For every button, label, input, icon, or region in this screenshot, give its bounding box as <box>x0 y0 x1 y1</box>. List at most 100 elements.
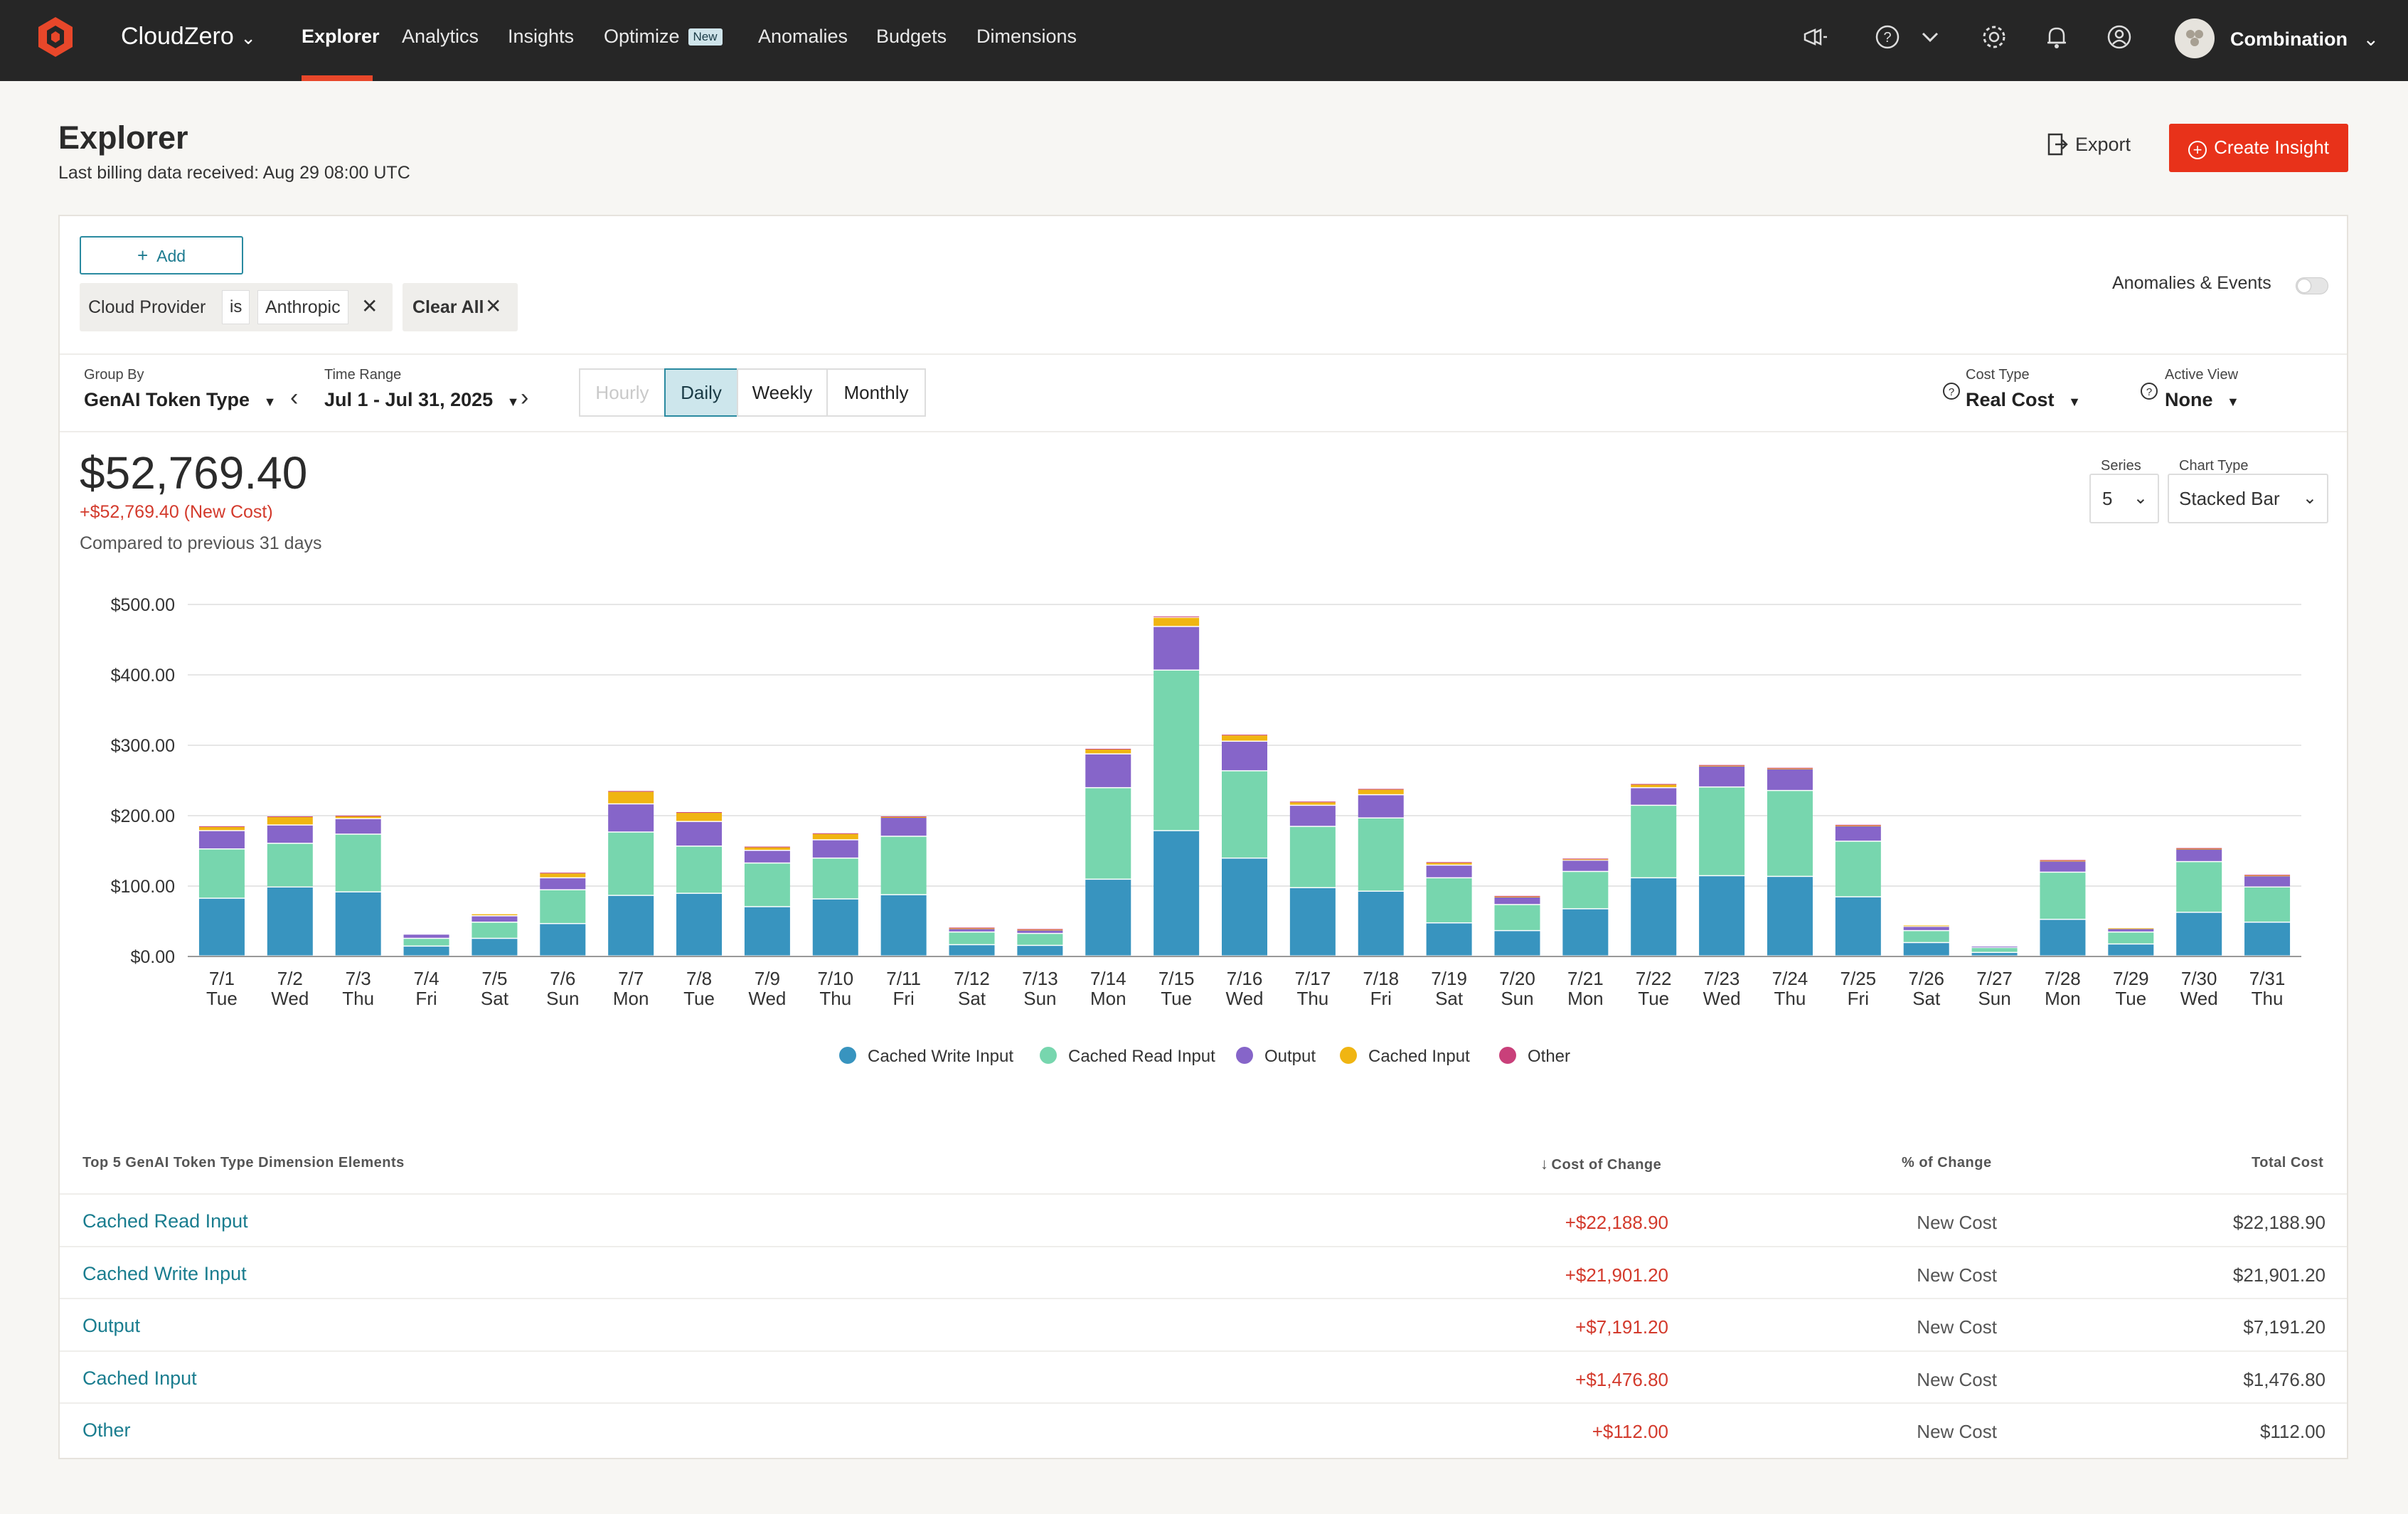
dimension-element-link[interactable]: Cached Read Input <box>82 1210 248 1232</box>
bell-icon[interactable] <box>2042 23 2071 51</box>
close-icon[interactable]: ✕ <box>361 295 378 317</box>
divider <box>60 353 2347 355</box>
bar-segment <box>2176 862 2222 912</box>
bar-segment <box>1767 791 1813 876</box>
series-select[interactable]: 5 ⌄ <box>2089 474 2159 523</box>
cost-type-select[interactable]: Real Cost ▼ <box>1966 389 2081 411</box>
bar-segment <box>1222 858 1267 956</box>
cost-of-change-value: +$22,188.90 <box>1565 1212 1668 1233</box>
pct-change-value: New Cost <box>1917 1368 1997 1390</box>
bar-segment <box>880 895 927 956</box>
bar-segment <box>267 825 313 843</box>
bar-segment <box>1289 806 1336 826</box>
bar-segment <box>1971 948 2018 952</box>
filter-dimension: Cloud Provider <box>88 297 206 317</box>
cloudzero-logo-icon[interactable] <box>33 14 78 60</box>
bar-segment <box>1699 766 1745 787</box>
user-circle-icon[interactable] <box>2105 23 2133 51</box>
export-button[interactable]: Export <box>2047 132 2131 156</box>
nav-dimensions[interactable]: Dimensions <box>976 26 1077 47</box>
legend-label: Cached Read Input <box>1068 1047 1215 1066</box>
brand-name[interactable]: CloudZero ⌄ <box>121 23 256 50</box>
filter-value: Anthropic <box>257 290 348 324</box>
bar-segment <box>540 924 586 956</box>
chevron-down-icon[interactable] <box>1916 23 1944 51</box>
filter-chip-cloud-provider[interactable]: Cloud Provider is Anthropic ✕ <box>80 283 393 331</box>
table-row[interactable]: Cached Input +$1,476.80 New Cost $1,476.80 <box>60 1350 2347 1402</box>
x-tick-label: 7/16 <box>1227 968 1263 989</box>
x-tick-label: 7/4 <box>413 968 439 989</box>
granularity-weekly[interactable]: Weekly <box>737 368 828 417</box>
bar-segment <box>880 817 927 836</box>
chevron-down-icon: ⌄ <box>2302 489 2317 508</box>
x-tick-weekday: Wed <box>2180 988 2218 1009</box>
dimension-element-link[interactable]: Other <box>82 1419 131 1441</box>
anomalies-events-toggle[interactable] <box>2296 277 2328 294</box>
dimension-element-link[interactable]: Output <box>82 1315 141 1336</box>
create-insight-button[interactable]: + Create Insight <box>2169 124 2348 172</box>
avatar[interactable] <box>2175 18 2215 58</box>
bar-segment <box>267 816 313 817</box>
bar-segment <box>1289 887 1336 956</box>
chevron-right-icon[interactable]: › <box>521 384 529 411</box>
gear-icon[interactable] <box>1980 23 2008 51</box>
bar-segment <box>198 831 245 849</box>
clear-all-button[interactable]: Clear All ✕ <box>403 283 518 331</box>
table-row[interactable]: Output +$7,191.20 New Cost $7,191.20 <box>60 1298 2347 1350</box>
bar-segment <box>812 833 858 840</box>
dimension-element-link[interactable]: Cached Write Input <box>82 1262 247 1284</box>
nav-analytics[interactable]: Analytics <box>402 26 479 47</box>
legend-label: Output <box>1264 1047 1316 1066</box>
user-menu[interactable]: Combination ⌄ <box>2230 28 2379 50</box>
megaphone-icon[interactable] <box>1801 23 1829 51</box>
help-icon[interactable]: ? <box>1941 381 1961 401</box>
bar-segment <box>1631 806 1677 878</box>
nav-anomalies[interactable]: Anomalies <box>758 26 848 47</box>
granularity-daily[interactable]: Daily <box>664 368 738 417</box>
cost-of-change-value: +$7,191.20 <box>1575 1316 1668 1338</box>
col-cost-of-change[interactable]: ↓ Cost of Change <box>1540 1155 1661 1173</box>
nav-budgets[interactable]: Budgets <box>876 26 947 47</box>
chevron-left-icon[interactable]: ‹ <box>290 384 299 411</box>
dimension-element-link[interactable]: Cached Input <box>82 1367 197 1389</box>
x-tick-label: 7/1 <box>209 968 235 989</box>
add-filter-button[interactable]: + Add <box>80 236 243 274</box>
bar-segment <box>608 804 654 832</box>
cost-of-change-value: +$112.00 <box>1592 1421 1668 1442</box>
granularity-monthly[interactable]: Monthly <box>826 368 926 417</box>
active-view-value: None <box>2165 389 2213 410</box>
bar-segment <box>2108 928 2154 929</box>
table-row[interactable]: Cached Read Input +$22,188.90 New Cost $22,… <box>60 1193 2347 1245</box>
caret-down-icon: ▼ <box>2068 395 2081 409</box>
y-tick-label: $100.00 <box>111 877 175 897</box>
granularity-hourly[interactable]: Hourly <box>579 368 666 417</box>
table-row[interactable]: Other +$112.00 New Cost $112.00 <box>60 1402 2347 1454</box>
y-tick-label: $300.00 <box>111 736 175 756</box>
x-tick-weekday: Tue <box>2115 988 2146 1009</box>
x-tick-weekday: Wed <box>748 988 786 1009</box>
bar-segment <box>1289 801 1336 803</box>
nav-insights[interactable]: Insights <box>508 26 575 47</box>
bar-segment <box>949 932 995 944</box>
bar-segment <box>403 939 449 946</box>
active-view-select[interactable]: None ▼ <box>2165 389 2239 411</box>
caret-down-icon: ▼ <box>506 395 520 409</box>
x-tick-label: 7/13 <box>1022 968 1058 989</box>
help-icon[interactable]: ? <box>1873 23 1902 51</box>
x-tick-weekday: Sun <box>546 988 579 1009</box>
time-range-select[interactable]: Jul 1 - Jul 31, 2025 ▼ <box>324 389 519 411</box>
table-row[interactable]: Cached Write Input +$21,901.20 New Cost $21… <box>60 1245 2347 1298</box>
bar-segment <box>1017 930 1063 933</box>
nav-explorer[interactable]: Explorer <box>302 26 380 47</box>
bar-segment <box>540 890 586 923</box>
x-tick-weekday: Sun <box>1978 988 2010 1009</box>
x-tick-weekday: Tue <box>1161 988 1192 1009</box>
chart-type-select[interactable]: Stacked Bar ⌄ <box>2168 474 2328 523</box>
total-cost-value: $7,191.20 <box>2243 1316 2326 1338</box>
bar-segment <box>1494 895 1540 897</box>
group-by-select[interactable]: GenAI Token Type ▼ <box>84 389 276 411</box>
chevron-down-icon: ⌄ <box>2133 489 2148 508</box>
y-tick-label: $0.00 <box>130 947 175 967</box>
help-icon[interactable]: ? <box>2139 381 2159 401</box>
nav-optimize[interactable]: Optimize New <box>604 26 723 48</box>
